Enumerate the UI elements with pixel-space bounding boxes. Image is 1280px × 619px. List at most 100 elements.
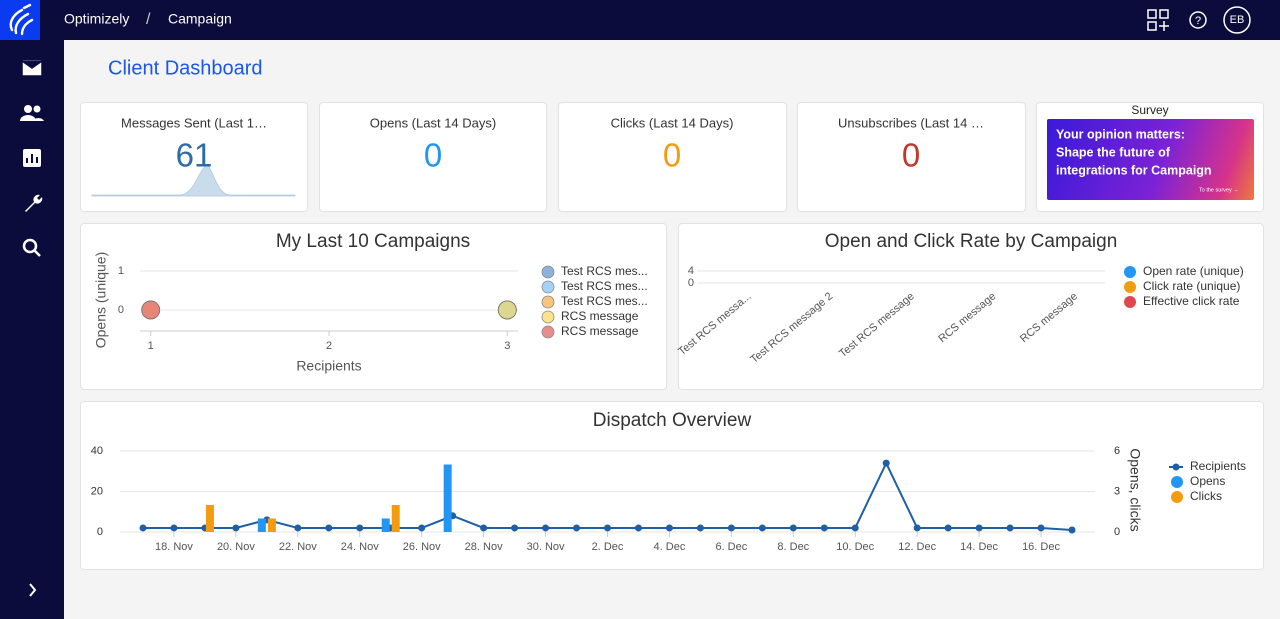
survey-banner[interactable] bbox=[1047, 119, 1254, 200]
x-tick-label: Test RCS messa... bbox=[676, 290, 753, 358]
y-tick-label: 0 bbox=[688, 277, 694, 289]
x-tick-label: 16. Dec bbox=[1022, 541, 1060, 553]
y-tick-label: 0 bbox=[118, 304, 124, 316]
x-axis-title: Recipients bbox=[296, 358, 361, 374]
chart-card bbox=[80, 223, 667, 390]
nav-tools[interactable] bbox=[25, 194, 43, 212]
x-tick-label: 26. Nov bbox=[403, 541, 441, 553]
legend-marker bbox=[1171, 476, 1183, 488]
x-tick-label: 4. Dec bbox=[654, 541, 686, 553]
point bbox=[634, 524, 642, 532]
bar bbox=[391, 505, 400, 532]
kpi-value: 61 bbox=[176, 137, 213, 174]
x-tick-label: 12. Dec bbox=[898, 541, 936, 553]
point bbox=[820, 524, 828, 532]
y-tick-label: 20 bbox=[91, 485, 103, 497]
x-tick-label: 8. Dec bbox=[777, 541, 809, 553]
avatar[interactable] bbox=[1223, 6, 1251, 34]
y2-tick-label: 6 bbox=[1114, 445, 1120, 457]
point bbox=[975, 524, 983, 532]
legend-label: Effective click rate bbox=[1143, 294, 1240, 308]
legend-marker bbox=[1171, 491, 1183, 503]
nav-contacts[interactable] bbox=[20, 105, 44, 121]
point bbox=[696, 524, 704, 532]
sparkline bbox=[91, 164, 296, 197]
bar bbox=[257, 518, 266, 532]
chart-title: Open and Click Rate by Campaign bbox=[825, 231, 1118, 252]
nav-expand[interactable] bbox=[29, 583, 37, 597]
x-tick-label: RCS message bbox=[1018, 290, 1080, 345]
x-tick-label: 18. Nov bbox=[155, 541, 193, 553]
point bbox=[511, 524, 519, 532]
legend-label: Test RCS mes... bbox=[561, 294, 648, 308]
point bbox=[665, 524, 673, 532]
kpi-card bbox=[558, 102, 787, 212]
x-tick-label: 20. Nov bbox=[217, 541, 255, 553]
x-tick-label: 2. Dec bbox=[592, 541, 624, 553]
legend-label: RCS message bbox=[561, 309, 639, 323]
legend-label: Test RCS mes... bbox=[561, 264, 648, 278]
point bbox=[542, 524, 550, 532]
x-tick-label: 2 bbox=[326, 340, 332, 352]
y-tick-label: 4 bbox=[688, 265, 694, 277]
y-tick-label: 1 bbox=[118, 265, 124, 277]
legend-marker bbox=[541, 265, 555, 279]
point bbox=[418, 524, 426, 532]
survey-line[interactable]: Your opinion matters: bbox=[1056, 127, 1185, 141]
line bbox=[143, 460, 1073, 531]
kpi-card bbox=[319, 102, 547, 212]
apps-icon[interactable] bbox=[1147, 9, 1169, 31]
nav-icons bbox=[20, 59, 44, 597]
nav-reports[interactable] bbox=[23, 149, 41, 167]
x-tick-label: RCS message bbox=[936, 290, 998, 345]
survey-line[interactable]: Shape the future of bbox=[1056, 145, 1171, 159]
svg-text:?: ? bbox=[1195, 15, 1201, 27]
point bbox=[882, 459, 890, 467]
legend-label: RCS message bbox=[561, 324, 639, 338]
point bbox=[356, 524, 364, 532]
x-tick-label: Test RCS message 2 bbox=[748, 290, 835, 366]
kpi-label: Clicks (Last 14 Days) bbox=[611, 115, 734, 130]
page-title: Client Dashboard bbox=[108, 57, 263, 79]
chart-card bbox=[80, 401, 1264, 570]
nav-search[interactable] bbox=[22, 238, 41, 257]
help-icon[interactable]: ? bbox=[1189, 11, 1207, 29]
x-tick-label: 28. Nov bbox=[465, 541, 503, 553]
point bbox=[325, 524, 333, 532]
kpi-value: 0 bbox=[663, 137, 681, 174]
kpi-card bbox=[797, 102, 1026, 212]
legend-marker bbox=[1172, 463, 1180, 471]
legend-marker bbox=[541, 325, 555, 339]
point bbox=[480, 524, 488, 532]
breadcrumb[interactable]: Campaign bbox=[168, 11, 232, 27]
x-tick-label: Test RCS message bbox=[837, 290, 917, 360]
kpi-label: Unsubscribes (Last 14 … bbox=[838, 115, 984, 130]
x-tick-label: 22. Nov bbox=[279, 541, 317, 553]
legend-marker bbox=[1124, 296, 1136, 308]
point bbox=[727, 524, 735, 532]
point bbox=[604, 524, 611, 532]
avatar-initials[interactable]: EB bbox=[1230, 14, 1245, 26]
y2-tick-label: 0 bbox=[1114, 526, 1120, 538]
point bbox=[573, 524, 581, 532]
point bbox=[913, 524, 921, 532]
point bbox=[789, 524, 797, 532]
chart-card bbox=[678, 223, 1264, 390]
legend-label: Opens bbox=[1190, 474, 1225, 488]
survey-link[interactable]: To the survey → bbox=[1199, 187, 1239, 193]
x-tick-label: 6. Dec bbox=[715, 541, 747, 553]
legend-marker bbox=[541, 310, 555, 324]
x-tick-label: 30. Nov bbox=[527, 541, 565, 553]
brand[interactable]: Optimizely bbox=[64, 11, 129, 27]
x-tick-label: 24. Nov bbox=[341, 541, 379, 553]
nav-messages[interactable] bbox=[21, 59, 43, 77]
bar bbox=[267, 518, 276, 532]
logo-mark bbox=[9, 3, 34, 36]
kpi-value: 0 bbox=[902, 137, 920, 174]
y-axis-title: Opens (unique) bbox=[93, 252, 109, 349]
point bbox=[170, 524, 178, 532]
survey-line[interactable]: integrations for Campaign bbox=[1056, 163, 1212, 177]
legend-label: Recipients bbox=[1190, 459, 1246, 473]
